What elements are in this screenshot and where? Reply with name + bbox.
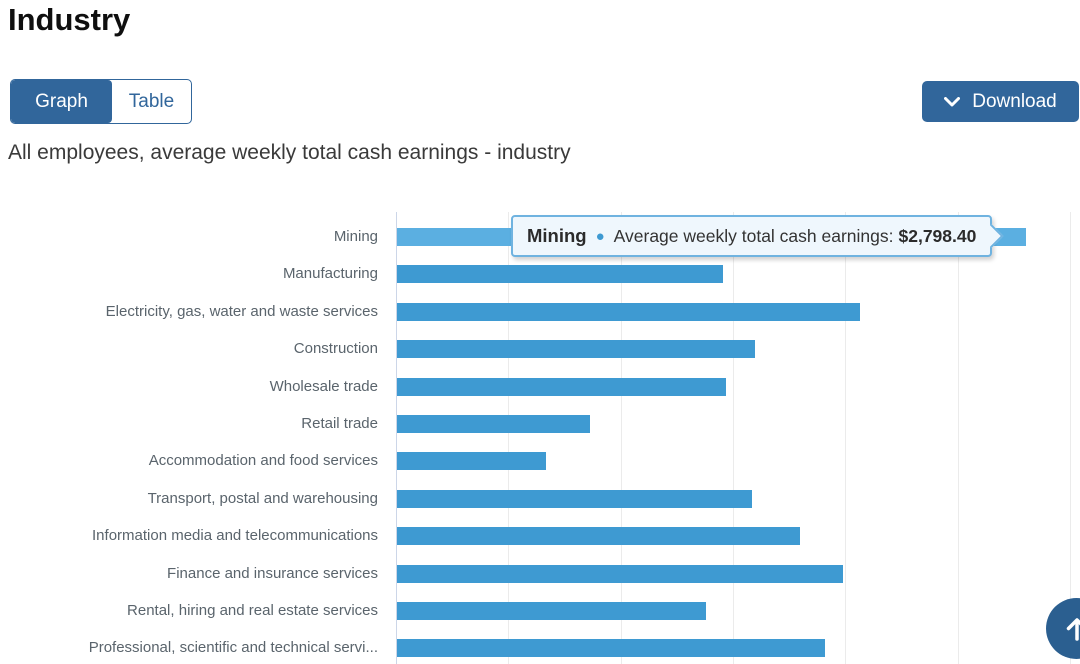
download-label: Download <box>972 90 1057 112</box>
category-label: Information media and telecommunications <box>92 527 378 545</box>
graph-tab[interactable]: Graph <box>11 80 112 123</box>
tooltip-series-label: Average weekly total cash earnings: <box>613 225 894 246</box>
page-title: Industry <box>8 2 131 37</box>
chevron-down-icon <box>944 96 961 106</box>
gridline <box>620 212 622 664</box>
tooltip: Mining ● Average weekly total cash earni… <box>511 215 1004 257</box>
category-label: Professional, scientific and technical s… <box>88 639 378 657</box>
chart-bar[interactable] <box>397 639 826 658</box>
gridline <box>957 212 959 664</box>
view-toggle: Graph Table <box>10 79 192 124</box>
category-label: Finance and insurance services <box>167 564 378 582</box>
gridline <box>732 212 734 664</box>
download-button[interactable]: Download <box>922 81 1079 122</box>
chart-bar[interactable] <box>397 527 800 546</box>
axis-line <box>396 212 397 664</box>
chart-bar[interactable] <box>397 265 724 284</box>
category-label: Wholesale trade <box>269 377 378 395</box>
tooltip-value: $2,798.40 <box>898 225 977 246</box>
gridline <box>508 212 510 664</box>
chart-bar[interactable] <box>397 602 706 620</box>
category-label: Transport, postal and warehousing <box>147 489 378 507</box>
category-label: Construction <box>293 340 378 358</box>
category-label: Rental, hiring and real estate services <box>127 602 378 619</box>
table-tab[interactable]: Table <box>112 80 191 123</box>
chart-bar[interactable] <box>397 302 860 321</box>
up-arrow-icon <box>1066 617 1080 641</box>
category-label: Manufacturing <box>282 265 378 283</box>
chart-bar[interactable] <box>397 452 546 471</box>
category-label: Accommodation and food services <box>148 452 378 470</box>
tooltip-category: Mining <box>527 225 587 246</box>
category-label: Retail trade <box>301 415 378 432</box>
category-label: Electricity, gas, water and waste servic… <box>105 302 378 320</box>
chart-bar[interactable] <box>397 415 590 433</box>
category-label: Mining <box>333 228 378 245</box>
chart-bar[interactable] <box>397 564 843 583</box>
chart-bar[interactable] <box>397 489 753 508</box>
series-marker-icon: ● <box>595 227 605 245</box>
gridline <box>1069 212 1071 664</box>
chart-bar[interactable] <box>397 377 726 396</box>
gridline <box>845 212 847 664</box>
chart-bar[interactable] <box>397 340 755 359</box>
chart-title: All employees, average weekly total cash… <box>8 141 571 164</box>
